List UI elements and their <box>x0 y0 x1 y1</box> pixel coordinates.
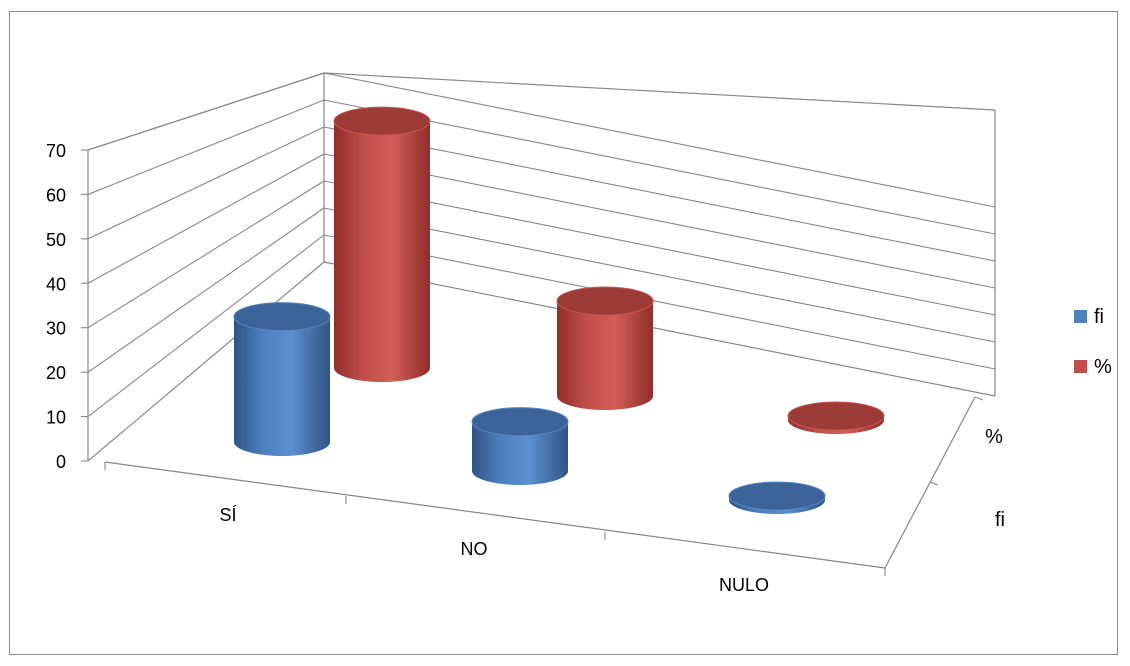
cylinder-bar <box>333 106 431 383</box>
cylinder-bar <box>728 481 826 514</box>
cylinder-bar <box>471 407 569 485</box>
back-gridline <box>323 126 996 262</box>
gridlines <box>81 72 996 576</box>
cylinder-body <box>334 121 430 383</box>
legend-label: % <box>1094 356 1112 378</box>
cylinder-bar <box>787 401 885 434</box>
y-tick-label: 0 <box>56 452 66 472</box>
legend-label: fi <box>1094 306 1104 328</box>
cylinder-top <box>471 407 569 437</box>
category-label: NULO <box>719 575 769 595</box>
cylinder-bar <box>233 302 331 456</box>
y-tick-labels: 0 10 20 30 40 50 60 70 <box>46 141 66 472</box>
legend-swatch <box>1074 310 1087 323</box>
floor-back-edge <box>323 261 996 397</box>
y-tick-label: 70 <box>46 141 66 161</box>
depth-label: % <box>985 426 1003 448</box>
y-tick-label: 20 <box>46 363 66 383</box>
legend: fi% <box>1074 306 1112 378</box>
depth-label: fi <box>995 509 1005 531</box>
cylinder-bars <box>233 106 885 514</box>
category-axis-line <box>104 461 886 569</box>
y-tick-label: 30 <box>46 319 66 339</box>
back-gridline <box>323 207 996 343</box>
cylinder-top <box>556 286 654 316</box>
side-gridline <box>87 153 325 284</box>
cylinder-body <box>234 316 330 456</box>
depth-labels: fi% <box>985 426 1005 531</box>
depth-tick-mark <box>974 396 984 401</box>
back-gridline <box>323 72 996 208</box>
back-gridline <box>323 180 996 316</box>
y-tick-label: 40 <box>46 274 66 294</box>
chart-walls <box>87 72 996 462</box>
back-gridline <box>323 153 996 289</box>
back-gridline <box>323 99 996 235</box>
depth-axis-line <box>884 396 976 569</box>
y-tick-label: 60 <box>46 185 66 205</box>
side-gridline <box>87 99 325 195</box>
cylinder-top <box>333 106 431 136</box>
side-gridline <box>87 234 325 418</box>
back-wall-top <box>323 72 996 111</box>
cylinder-body <box>472 421 568 485</box>
category-labels: SÍ NO NULO <box>219 505 769 595</box>
cylinder-top <box>728 481 826 511</box>
back-gridline <box>323 234 996 370</box>
side-gridline <box>87 126 325 240</box>
cylinder-body <box>557 301 653 410</box>
cylinder-top <box>233 302 331 332</box>
y-tick-label: 10 <box>46 408 66 428</box>
side-gridline <box>87 207 325 373</box>
depth-tick-mark <box>929 481 939 486</box>
category-label: SÍ <box>219 505 236 525</box>
category-label: NO <box>461 539 488 559</box>
side-gridline <box>87 72 325 151</box>
cylinder-top <box>787 401 885 431</box>
floor-left-edge <box>87 261 325 462</box>
y-tick-label: 50 <box>46 230 66 250</box>
side-gridline <box>87 180 325 329</box>
cylinder-bar <box>556 286 654 410</box>
legend-swatch <box>1074 360 1087 373</box>
category-axes <box>104 396 976 569</box>
